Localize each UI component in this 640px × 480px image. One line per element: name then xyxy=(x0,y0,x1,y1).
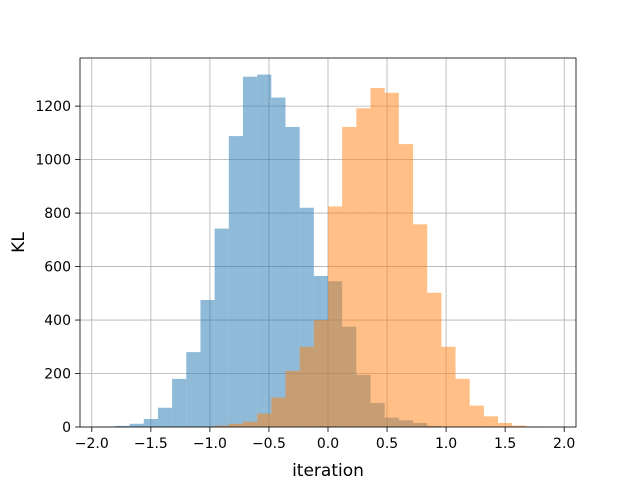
y-tick-label: 200 xyxy=(44,367,71,383)
x-tick-label: −1.5 xyxy=(134,436,168,452)
x-tick-label: −1.0 xyxy=(193,436,227,452)
y-tick-label: 800 xyxy=(44,206,71,222)
y-tick-label: 1000 xyxy=(35,153,71,169)
x-axis-ticks: −2.0 −1.5 −1.0 −0.5 0.0 0.5 1.0 1.5 2.0 xyxy=(75,427,575,452)
histogram-bar xyxy=(483,416,499,427)
x-axis-label: iteration xyxy=(292,461,364,480)
histogram-bar xyxy=(299,346,314,427)
histogram-bar xyxy=(512,425,527,427)
x-tick-label: 0.5 xyxy=(376,436,398,452)
histogram-bar xyxy=(370,87,385,428)
histogram-bar xyxy=(328,206,343,427)
y-tick-label: 0 xyxy=(62,420,71,436)
histogram-bar xyxy=(228,136,243,428)
histogram-bar xyxy=(129,423,144,427)
histogram-bar xyxy=(285,126,300,428)
histogram-bar xyxy=(228,423,243,427)
y-tick-label: 1200 xyxy=(35,99,71,115)
y-tick-label: 400 xyxy=(44,313,71,329)
histogram-bar xyxy=(271,97,286,427)
histogram-bar xyxy=(427,292,442,427)
y-axis-label: KL xyxy=(9,232,29,253)
x-tick-label: 0.0 xyxy=(317,436,339,452)
histogram-bar xyxy=(356,108,371,427)
x-tick-label: −0.5 xyxy=(252,436,286,452)
histogram-bar xyxy=(413,224,428,427)
histogram-bar xyxy=(469,405,484,427)
histogram-bar xyxy=(172,378,187,427)
histogram-bar xyxy=(157,407,173,427)
bars xyxy=(101,74,541,428)
histogram-series-2 xyxy=(200,87,541,428)
histogram-bar xyxy=(115,425,130,427)
histogram-bar xyxy=(186,352,201,427)
histogram-bar xyxy=(384,92,399,428)
histogram-bar xyxy=(441,346,456,427)
histogram-bar xyxy=(200,299,215,427)
histogram-bar xyxy=(398,144,414,427)
x-tick-label: −2.0 xyxy=(75,436,109,452)
histogram-bar xyxy=(313,320,328,427)
histogram-bar xyxy=(214,425,229,427)
histogram-bar xyxy=(342,126,357,428)
histogram-bar xyxy=(214,228,229,427)
x-tick-label: 1.5 xyxy=(494,436,516,452)
x-tick-label: 1.0 xyxy=(435,436,457,452)
histogram-bar xyxy=(242,76,258,427)
histogram-bar xyxy=(242,421,258,427)
x-tick-label: 2.0 xyxy=(553,436,575,452)
y-tick-label: 600 xyxy=(44,260,71,276)
histogram-bar xyxy=(271,397,286,427)
histogram-bar xyxy=(143,418,158,427)
y-axis-ticks: 0 200 400 600 800 1000 1200 xyxy=(35,99,80,436)
histogram-bar xyxy=(257,74,272,428)
histogram-bar xyxy=(455,378,470,427)
histogram-bar xyxy=(257,413,272,427)
histogram-bar xyxy=(498,422,513,427)
histogram-bar xyxy=(285,370,300,427)
